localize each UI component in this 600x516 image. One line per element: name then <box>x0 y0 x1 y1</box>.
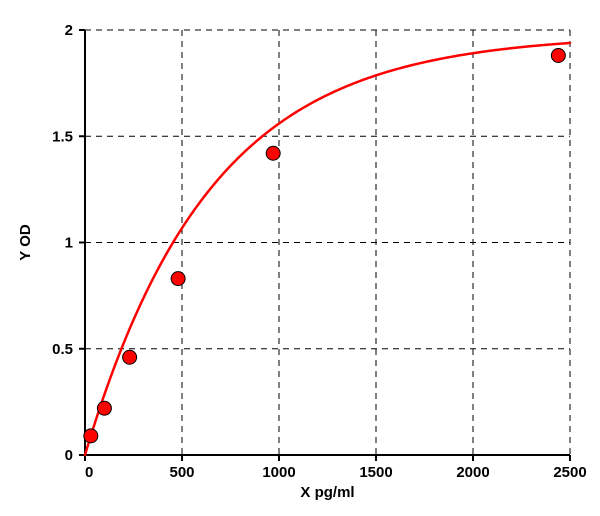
data-point <box>97 401 111 415</box>
y-tick-label: 2 <box>65 22 73 39</box>
y-tick-label: 1.5 <box>52 128 73 145</box>
chart-container: 0 500 1000 1500 2000 2500 0 0.5 1 1.5 2 X pg/ml Y OD <box>0 0 600 516</box>
y-tick-label: 1 <box>65 235 73 252</box>
chart-svg: 0 500 1000 1500 2000 2500 0 0.5 1 1.5 2 X pg/ml Y OD <box>0 0 600 516</box>
data-point <box>551 49 565 63</box>
y-tick-label: 0 <box>65 447 73 464</box>
data-point <box>123 350 137 364</box>
x-axis-label: X pg/ml <box>300 484 354 501</box>
x-tick-label: 2000 <box>456 464 489 481</box>
x-tick-label: 500 <box>169 464 194 481</box>
y-tick-label: 0.5 <box>52 341 73 358</box>
x-tick-label: 1000 <box>262 464 295 481</box>
data-point <box>266 146 280 160</box>
x-tick-label: 1500 <box>359 464 392 481</box>
x-tick-label: 0 <box>85 464 93 481</box>
x-tick-label: 2500 <box>553 464 586 481</box>
data-point <box>171 272 185 286</box>
data-point <box>84 429 98 443</box>
y-axis-label: Y OD <box>17 224 34 261</box>
